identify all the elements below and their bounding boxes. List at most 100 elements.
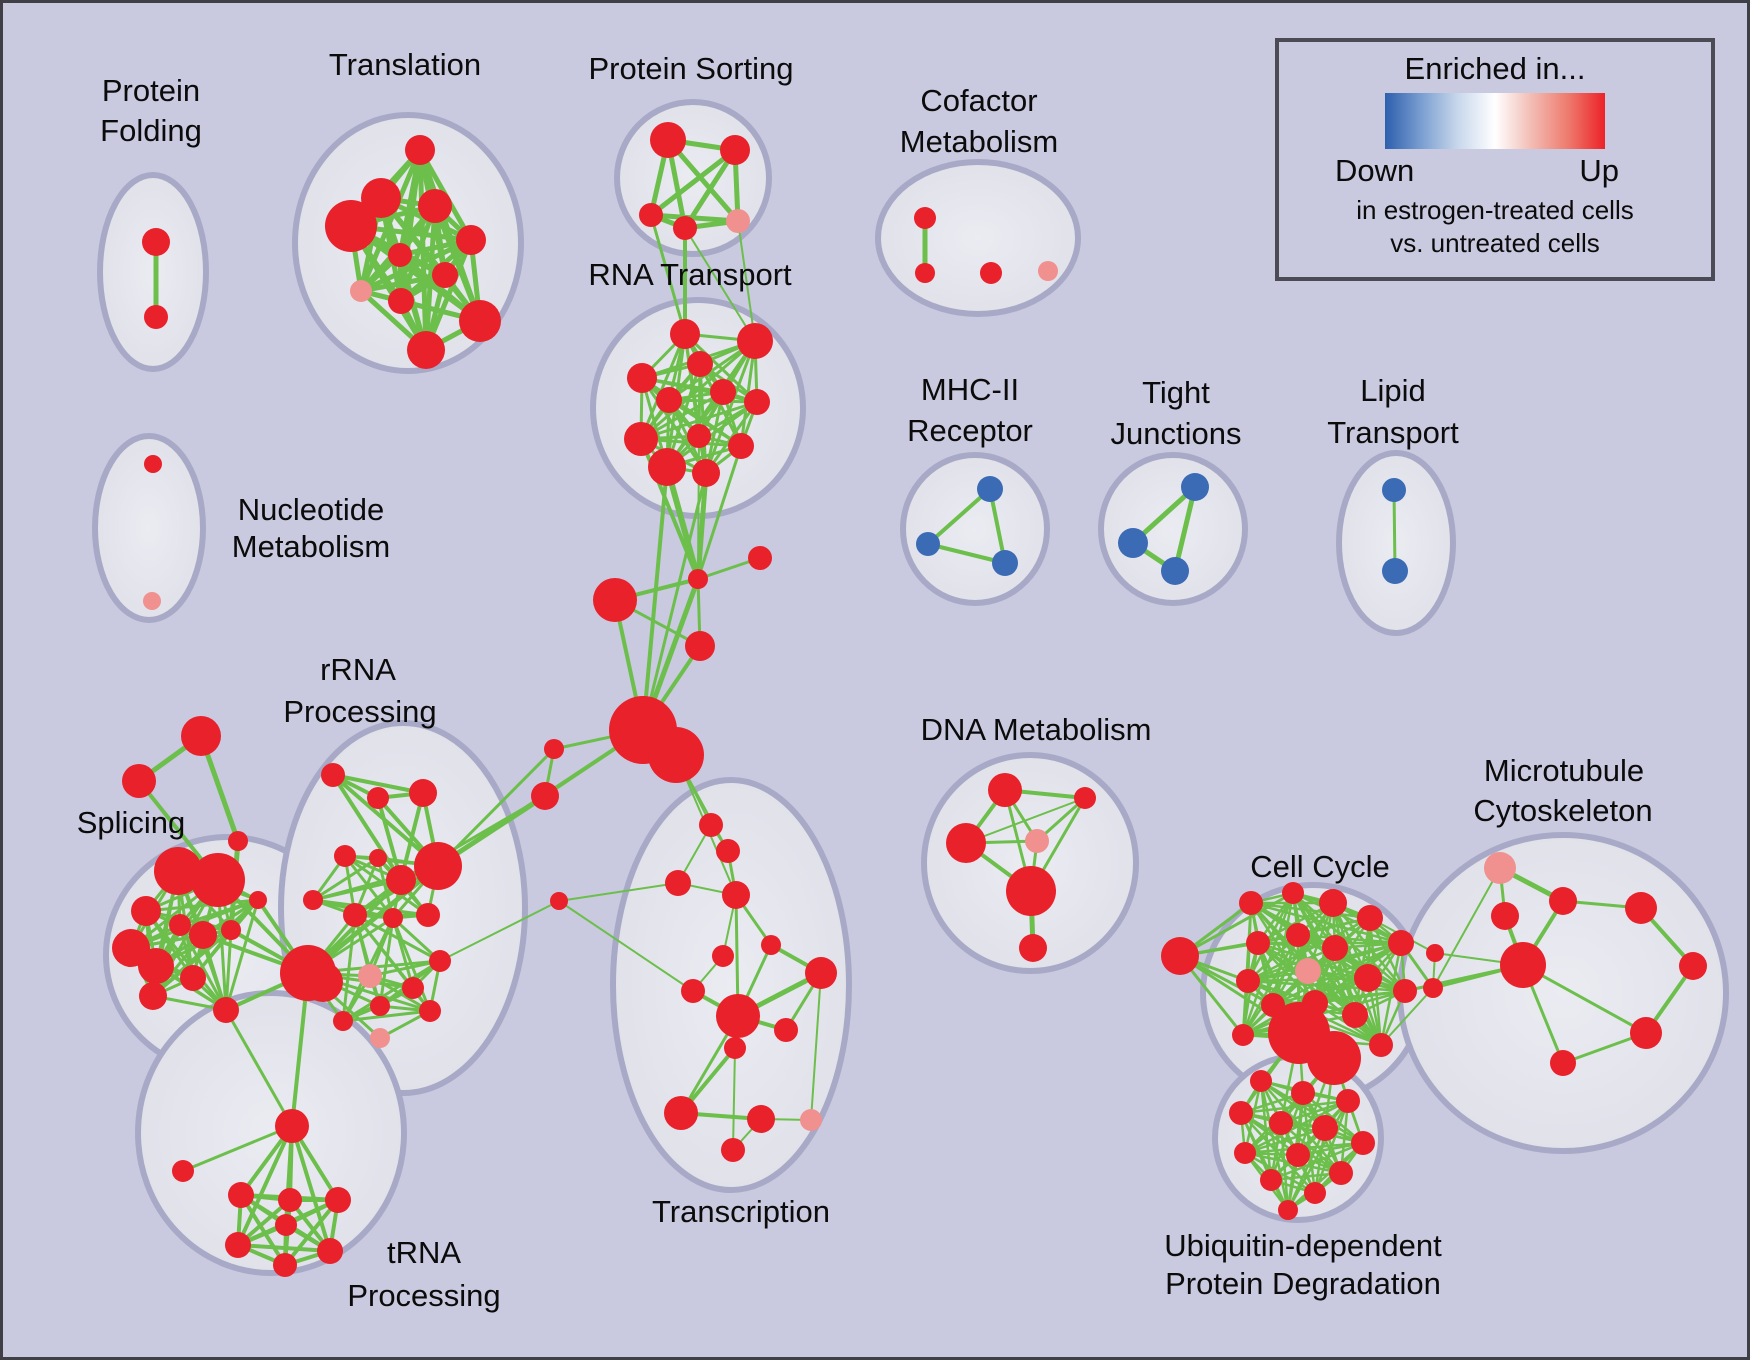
node-ccb2 (1307, 1031, 1361, 1085)
node-mt1 (1484, 852, 1516, 884)
node-ta1 (181, 716, 221, 756)
cluster-label: MHC-II (921, 372, 1019, 407)
node-sp6 (189, 921, 217, 949)
node-hx4 (685, 631, 715, 661)
node-tx1 (665, 870, 691, 896)
edge-tr7-tr8 (360, 272, 446, 294)
edge-mh1-mh2 (926, 487, 992, 546)
edge-ub1-ub13 (1259, 1080, 1290, 1211)
node-tr9 (388, 288, 414, 314)
cluster-label: Protein (102, 73, 200, 108)
node-dm5 (1006, 866, 1056, 916)
node-ub10 (1329, 1161, 1353, 1185)
node-ps4 (673, 216, 697, 240)
node-rr9 (343, 903, 367, 927)
node-dm1 (988, 773, 1022, 807)
node-tx14 (747, 1105, 775, 1133)
edge-ub7-ub13 (1287, 1142, 1364, 1211)
edge-rr5-rr10 (376, 857, 395, 919)
edge-rr18-rr19 (342, 1009, 431, 1023)
edge-rt4-rt12 (640, 377, 708, 474)
node-lp1 (1382, 478, 1406, 502)
node-rt5 (710, 379, 736, 405)
node-tr7 (432, 262, 458, 288)
node-dm3 (1025, 829, 1049, 853)
node-cc7 (1286, 923, 1310, 947)
node-tx7 (712, 945, 734, 967)
node-sp3 (131, 896, 161, 926)
node-pf2 (144, 305, 168, 329)
cluster-label: Processing (347, 1278, 500, 1313)
node-mt10 (1550, 1050, 1576, 1076)
node-rt9 (687, 424, 711, 448)
edge-mt1-mt6 (1432, 867, 1501, 989)
node-tx6 (722, 881, 750, 909)
cluster-ellipse-protein-folding (97, 172, 209, 372)
cluster-ellipse-tight-junctions (1098, 452, 1248, 606)
edge-rt11-hub1 (641, 466, 669, 731)
edge-tn_hub-tn4 (236, 1125, 294, 1246)
node-sp12 (213, 997, 239, 1023)
edge-ub6-ub8 (1244, 1126, 1326, 1155)
node-cc_out (1161, 937, 1199, 975)
node-rr5 (369, 849, 387, 867)
node-rr11 (416, 903, 440, 927)
legend-title: Enriched in... (1404, 51, 1586, 86)
node-mt5 (1426, 944, 1444, 962)
node-mt7 (1625, 892, 1657, 924)
edge-rt10-hx1 (696, 445, 743, 580)
edge-ps3-rt1 (649, 214, 687, 335)
node-rr19 (333, 1011, 353, 1031)
cluster-label: Processing (283, 694, 436, 729)
node-tr3 (418, 189, 452, 223)
node-ub12 (1304, 1182, 1326, 1204)
cluster-label: Cofactor (920, 83, 1037, 118)
node-dm4 (1074, 787, 1096, 809)
edge-tn3-tn5 (283, 1198, 340, 1267)
edge-tn1-tn5 (239, 1193, 287, 1267)
edge-ub3-ub13 (1286, 1100, 1350, 1211)
node-tn7 (275, 1214, 297, 1236)
node-mt8 (1679, 952, 1707, 980)
node-tn3 (325, 1187, 351, 1213)
node-sp1 (154, 847, 202, 895)
node-mh3 (992, 550, 1018, 576)
node-tx12 (724, 1037, 746, 1059)
cluster-label: Receptor (907, 413, 1033, 448)
node-cc2 (1282, 882, 1304, 904)
node-cf3 (980, 262, 1002, 284)
node-tx13 (664, 1096, 698, 1130)
node-rt7 (744, 389, 770, 415)
legend-up-label: Up (1579, 153, 1619, 188)
edge-rt6-rt7 (668, 398, 758, 404)
edge-cc7-cc16 (1241, 934, 1300, 1036)
node-tx4 (716, 839, 740, 863)
edge-rt7-rt8 (640, 400, 758, 441)
edge-cc5-cc7 (1297, 933, 1402, 945)
node-dm2 (946, 823, 986, 863)
edge-rr16-rr9 (354, 913, 441, 963)
cluster-label: Protein Sorting (588, 51, 793, 86)
node-tx3 (699, 813, 723, 837)
node-ub8 (1234, 1142, 1256, 1164)
edge-rr19-rr9 (341, 914, 357, 1022)
cluster-label: Folding (100, 113, 202, 148)
edge-rt1-rt8 (639, 333, 687, 440)
edge-sp3-sp12 (144, 910, 228, 1011)
node-tj3 (1161, 557, 1189, 585)
node-ub5 (1269, 1111, 1293, 1135)
cluster-label: Metabolism (900, 124, 1059, 159)
edge-mt4-mt9 (1522, 963, 1647, 1035)
cluster-label: Metabolism (232, 529, 391, 564)
node-ub13 (1278, 1200, 1298, 1220)
node-cc12 (1236, 969, 1260, 993)
edge-ps4-rt2 (684, 227, 756, 342)
edge-lp1-lp2 (1392, 489, 1397, 572)
cluster-label: Transcription (652, 1194, 830, 1229)
legend-box: Enriched in... Down Up in estrogen-treat… (1275, 38, 1715, 281)
node-cc11 (1393, 979, 1417, 1003)
cluster-label: Transport (1327, 415, 1459, 450)
edge-mt6-cc17 (1380, 987, 1434, 1046)
edge-cc3-cc6 (1257, 901, 1334, 945)
edge-ub6-ub13 (1286, 1127, 1327, 1211)
